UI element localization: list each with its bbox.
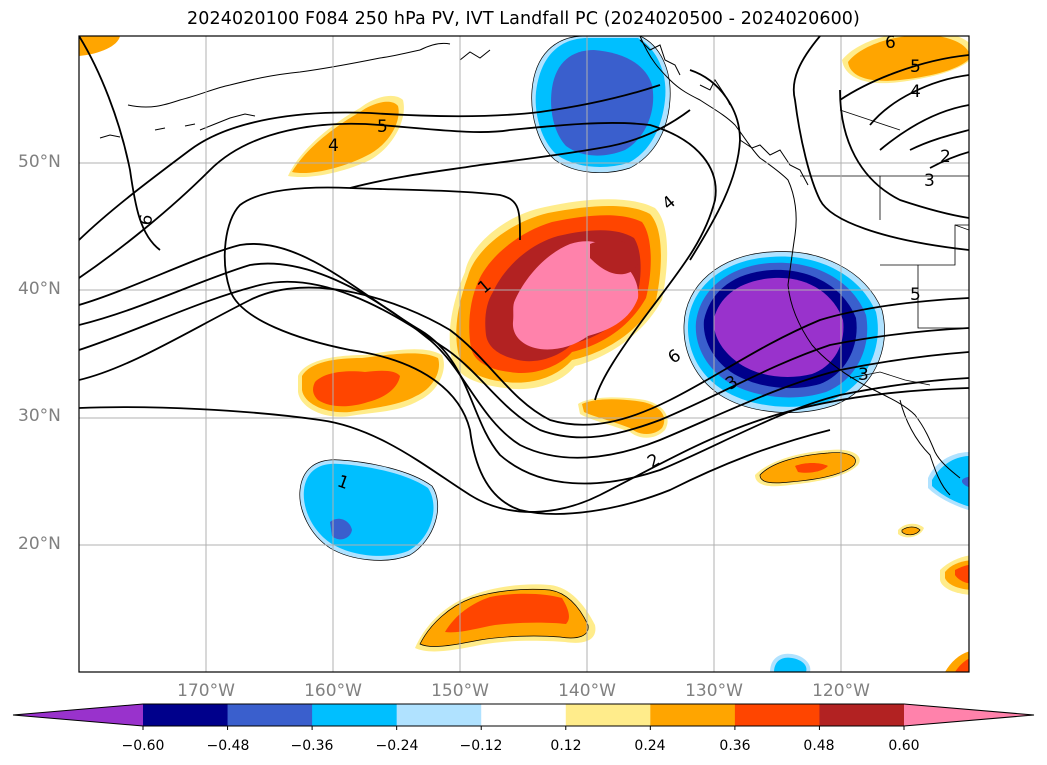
pv-anomaly-fill xyxy=(79,36,969,672)
colorbar-swatch xyxy=(312,704,398,726)
colorbar-swatch xyxy=(143,704,229,726)
contour-label: 6 xyxy=(885,33,896,53)
contour-label: 5 xyxy=(910,285,921,305)
contour-label: 3 xyxy=(858,365,869,385)
contour-label: 5 xyxy=(910,57,921,77)
lat-label-30n: 30°N xyxy=(18,406,61,426)
lon-label-170w: 170°W xyxy=(177,681,235,701)
colorbar-tick-label: 0.36 xyxy=(719,738,751,754)
colorbar-tick-label: −0.60 xyxy=(121,738,165,754)
lon-label-120w: 120°W xyxy=(812,681,870,701)
coastlines xyxy=(99,36,961,496)
colorbar-tick-label: 0.60 xyxy=(888,738,920,754)
lon-label-140w: 140°W xyxy=(558,681,616,701)
lon-label-160w: 160°W xyxy=(304,681,362,701)
contour-label: 3 xyxy=(924,171,935,191)
colorbar-tick-label: 0.12 xyxy=(550,738,582,754)
colorbar-tick-label: −0.12 xyxy=(459,738,503,754)
lon-label-130w: 130°W xyxy=(685,681,743,701)
lat-label-20n: 20°N xyxy=(18,534,61,554)
gridlines xyxy=(79,36,969,672)
map-frame xyxy=(78,35,970,673)
lon-label-150w: 150°W xyxy=(431,681,489,701)
colorbar-swatch xyxy=(227,704,313,726)
colorbar-swatch xyxy=(650,704,736,726)
colorbar-swatch xyxy=(565,704,651,726)
colorbar-extend-low xyxy=(13,704,143,726)
lat-label-40n: 40°N xyxy=(18,279,61,299)
colorbar-swatch xyxy=(481,704,567,726)
colorbar-swatch xyxy=(734,704,820,726)
colorbar-tick-label: −0.48 xyxy=(206,738,250,754)
contour-label: 5 xyxy=(377,117,388,137)
map-title: 2024020100 F084 250 hPa PV, IVT Landfall… xyxy=(187,9,860,29)
colorbar-tick-label: −0.24 xyxy=(375,738,419,754)
colorbar xyxy=(12,703,1035,730)
colorbar-swatch xyxy=(819,704,905,726)
contour-label: 2 xyxy=(940,147,951,167)
colorbar-tick-label: 0.24 xyxy=(634,738,666,754)
colorbar-extend-high xyxy=(904,704,1034,726)
contour-label: 6 xyxy=(136,213,158,227)
colorbar-swatch xyxy=(396,704,482,726)
colorbar-tick-label: −0.36 xyxy=(290,738,334,754)
pv-contours xyxy=(79,36,969,515)
lat-label-50n: 50°N xyxy=(18,152,61,172)
pc-outline-contours xyxy=(299,36,921,647)
contour-label: 4 xyxy=(328,136,339,156)
colorbar-tick-label: 0.48 xyxy=(803,738,835,754)
contour-label: 4 xyxy=(910,82,921,102)
map-area: 5 4 6 1 4 6 3 2 1 5 4 6 2 3 5 3 xyxy=(79,33,969,672)
